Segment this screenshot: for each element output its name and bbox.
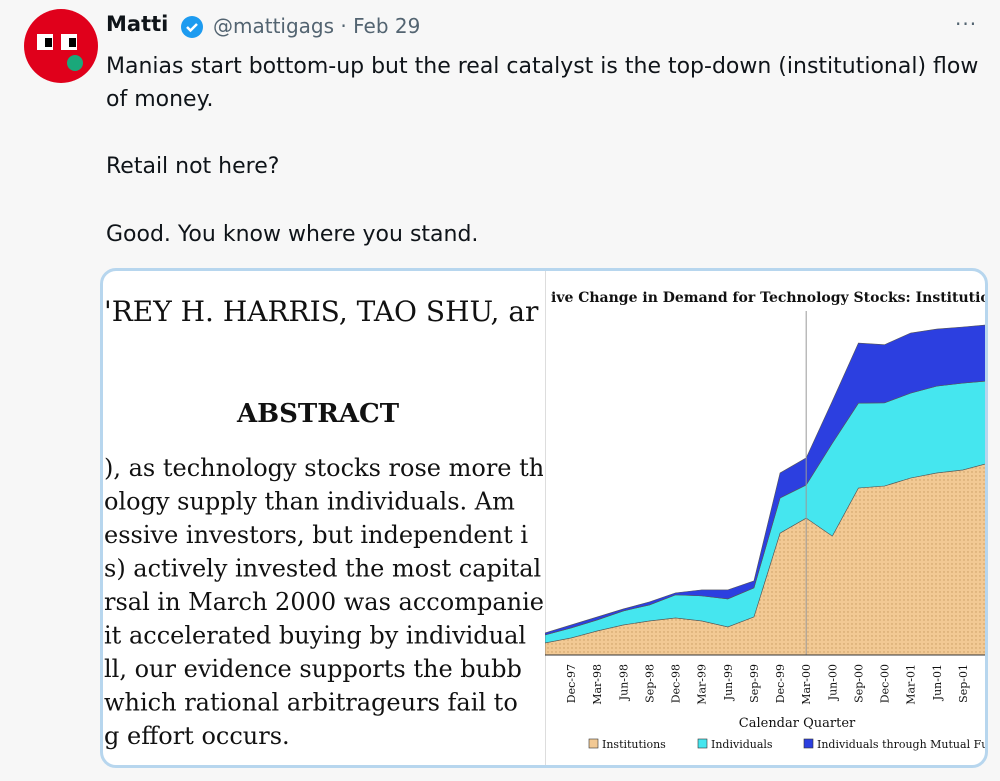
legend-label: Individuals through Mutual Fu (817, 738, 985, 751)
area-pattern (545, 464, 985, 655)
tweet-image[interactable]: 'REY H. HARRIS, TAO SHU, ar ABSTRACT ), as… (100, 268, 988, 768)
x-axis-label: Calendar Quarter (739, 716, 856, 731)
verified-badge (181, 16, 203, 38)
tweet-text: Manias start bottom-up but the real cata… (106, 54, 979, 112)
paper-authors: 'REY H. HARRIS, TAO SHU, ar (104, 295, 539, 328)
paper-line: it accelerated buying by individual (104, 622, 526, 650)
x-tick-label: Mar-00 (800, 664, 813, 705)
x-tick-label: Mar-99 (696, 664, 709, 705)
x-tick-label: Dec-97 (565, 664, 578, 703)
tweet-text: Retail not here? (106, 154, 280, 179)
author-name[interactable]: Matti (106, 12, 169, 36)
x-tick-label: Sep-99 (748, 664, 761, 703)
x-tick-label: Jun-99 (722, 664, 735, 701)
image: 'REY H. HARRIS, TAO SHU, ar ABSTRACT ), as… (104, 271, 985, 765)
chart-title: ive Change in Demand for Technology Stoc… (551, 290, 985, 306)
paper-line: ology supply than individuals. Am (104, 488, 515, 516)
avatar[interactable] (23, 8, 99, 84)
x-tick-label: Dec-99 (774, 664, 787, 703)
tweet-text: Good. You know where you stand. (106, 222, 479, 247)
area (545, 324, 985, 636)
legend-label: Institutions (602, 738, 666, 751)
x-tick-label: Sep-98 (643, 664, 656, 703)
x-tick-label: Mar-01 (905, 664, 918, 705)
x-tick-label: Jun-00 (826, 664, 839, 701)
paper-line: essive investors, but independent i (104, 521, 528, 549)
paper-heading: ABSTRACT (236, 399, 400, 429)
x-tick-label: Dec-00 (879, 664, 892, 703)
legend-swatch (803, 738, 814, 749)
x-tick-label: Sep-01 (957, 664, 970, 703)
x-tick-label: Jun-01 (931, 664, 944, 701)
legend-swatch (697, 738, 708, 749)
handle-date[interactable]: @mattigags · Feb 29 (213, 14, 421, 38)
paper-line: s) actively invested the most capital (104, 555, 541, 583)
paper-line: g effort occurs. (104, 722, 290, 750)
paper-line: ), as technology stocks rose more th (104, 454, 544, 482)
legend-swatch (588, 738, 599, 749)
paper-line: which rational arbitrageurs fail to (104, 689, 518, 717)
x-tick-label: Dec-98 (670, 664, 683, 703)
paper-line: ll, our evidence supports the bubb (104, 655, 522, 683)
x-tick-label: Sep-00 (852, 664, 865, 703)
x-tick-label: Mar-98 (591, 664, 604, 705)
more-button[interactable]: ··· (955, 12, 978, 36)
x-tick-label: Jun-98 (617, 664, 630, 701)
paper-line: rsal in March 2000 was accompanie (104, 588, 544, 616)
legend-label: Individuals (711, 738, 773, 751)
